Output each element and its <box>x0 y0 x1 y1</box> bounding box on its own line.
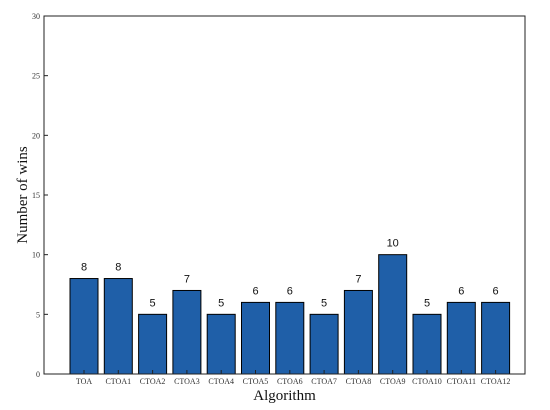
bar-ctoa7 <box>309 313 339 375</box>
data-labels-layer: 8 8 5 7 5 6 6 5 7 10 5 6 6 <box>81 238 499 310</box>
data-label-ctoa1: 8 <box>115 262 121 274</box>
bar-ctoa5 <box>241 301 270 375</box>
data-label-ctoa7: 5 <box>321 297 327 309</box>
bar-ctoa9 <box>378 254 408 375</box>
bar-ctoa11 <box>446 301 476 375</box>
data-label-ctoa10: 5 <box>424 297 430 309</box>
x-tick-label: CTOA5 <box>243 377 269 386</box>
data-label-ctoa8: 7 <box>355 273 361 285</box>
y-tick-label: 5 <box>36 310 40 319</box>
bar-ctoa2 <box>138 313 168 375</box>
x-tick-label: CTOA6 <box>277 377 303 386</box>
y-tick-label: 10 <box>32 251 40 260</box>
data-label-ctoa12: 6 <box>493 285 499 297</box>
x-axis: TOA CTOA1 CTOA2 CTOA3 CTOA4 CTOA5 CTOA6 CTOA7 CT… <box>76 370 511 386</box>
bar-ctoa4 <box>206 313 236 375</box>
x-tick-label: CTOA9 <box>380 377 406 386</box>
bar-ctoa10 <box>412 313 442 375</box>
bar-ctoa8 <box>343 289 373 375</box>
x-tick-label: CTOA4 <box>208 377 234 386</box>
data-label-ctoa2: 5 <box>150 297 156 309</box>
x-tick-label: CTOA1 <box>105 377 131 386</box>
bar-ctoa6 <box>275 301 305 375</box>
data-label-toa: 8 <box>81 262 87 274</box>
data-label-ctoa4: 5 <box>218 297 224 309</box>
x-tick-label: TOA <box>76 377 93 386</box>
x-tick-label: CTOA8 <box>346 377 372 386</box>
data-label-ctoa9: 10 <box>387 238 399 250</box>
x-tick-label: CTOA12 <box>481 377 511 386</box>
bar-toa <box>69 278 99 375</box>
data-label-ctoa3: 7 <box>184 273 190 285</box>
y-axis: 0 5 10 15 20 25 30 <box>32 12 48 379</box>
x-tick-label: CTOA11 <box>447 377 476 386</box>
x-tick-label: CTOA7 <box>311 377 337 386</box>
x-axis-title: Algorithm <box>253 388 316 404</box>
y-axis-title: Number of wins <box>15 146 31 244</box>
bar-ctoa12 <box>481 301 511 375</box>
data-label-ctoa6: 6 <box>287 285 293 297</box>
data-label-ctoa5: 6 <box>252 285 258 297</box>
bar-ctoa3 <box>172 289 202 375</box>
x-tick-label: CTOA10 <box>412 377 442 386</box>
bars-layer <box>69 254 511 375</box>
x-tick-label: CTOA3 <box>174 377 200 386</box>
y-tick-label: 0 <box>36 370 40 379</box>
data-label-ctoa11: 6 <box>458 285 464 297</box>
y-tick-label: 15 <box>32 191 40 200</box>
x-tick-label: CTOA2 <box>140 377 166 386</box>
y-tick-label: 25 <box>32 72 40 81</box>
y-tick-label: 20 <box>32 131 40 140</box>
bar-ctoa1 <box>103 278 133 375</box>
y-tick-label: 30 <box>32 12 40 21</box>
